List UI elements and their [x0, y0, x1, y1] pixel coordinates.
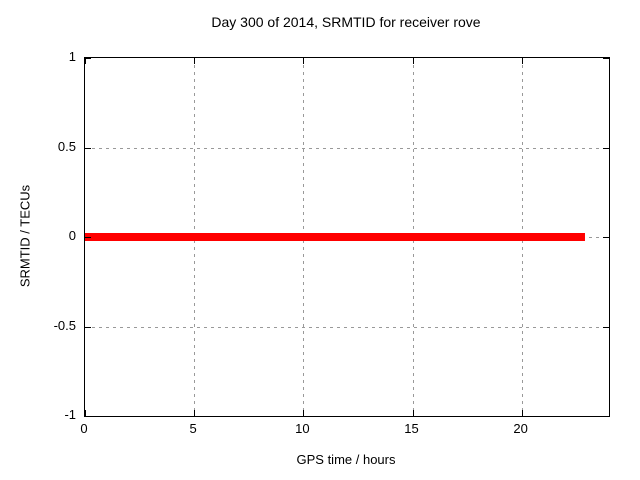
x-tick-mark: [303, 410, 305, 416]
y-tick-mark: [85, 58, 91, 59]
x-tick-mark-mirror: [303, 58, 305, 64]
x-tick-label: 5: [189, 421, 197, 436]
x-tick-mark-mirror: [85, 58, 86, 64]
y-axis-label: SRMTID / TECUs: [17, 184, 33, 288]
y-tick-label: -1: [64, 407, 76, 422]
y-tick-mark-mirror: [603, 147, 609, 149]
y-tick-mark: [85, 416, 91, 417]
y-tick-mark: [85, 147, 91, 149]
y-tick-label: 1: [68, 49, 76, 64]
y-tick-mark-mirror: [603, 416, 609, 417]
series-layer: [85, 233, 585, 241]
x-tick-label: 15: [404, 421, 419, 436]
y-tick-mark-mirror: [603, 58, 609, 59]
x-tick-mark: [85, 410, 86, 416]
y-tick-mark-mirror: [603, 237, 609, 238]
y-tick-label: -0.5: [53, 317, 76, 333]
plot-area: [84, 57, 610, 417]
x-tick-mark-mirror: [521, 58, 523, 64]
x-tick-mark-mirror: [194, 58, 196, 64]
chart-title: Day 300 of 2014, SRMTID for receiver rov…: [211, 14, 481, 30]
gridline-horizontal: [85, 147, 609, 149]
gridline-horizontal: [85, 326, 609, 328]
x-tick-mark-mirror: [412, 58, 414, 64]
x-tick-mark: [412, 410, 414, 416]
y-tick-mark: [85, 326, 91, 328]
y-tick-mark: [85, 237, 91, 238]
x-tick-label: 0: [80, 421, 88, 436]
y-tick-mark-mirror: [603, 326, 609, 328]
y-tick-label: 0.5: [57, 138, 76, 154]
x-axis-label: GPS time / hours: [296, 452, 396, 467]
x-tick-mark: [521, 410, 523, 416]
y-tick-label: 0: [68, 228, 76, 243]
x-tick-label: 20: [513, 421, 528, 436]
x-tick-mark: [194, 410, 196, 416]
x-tick-label: 10: [295, 421, 310, 436]
